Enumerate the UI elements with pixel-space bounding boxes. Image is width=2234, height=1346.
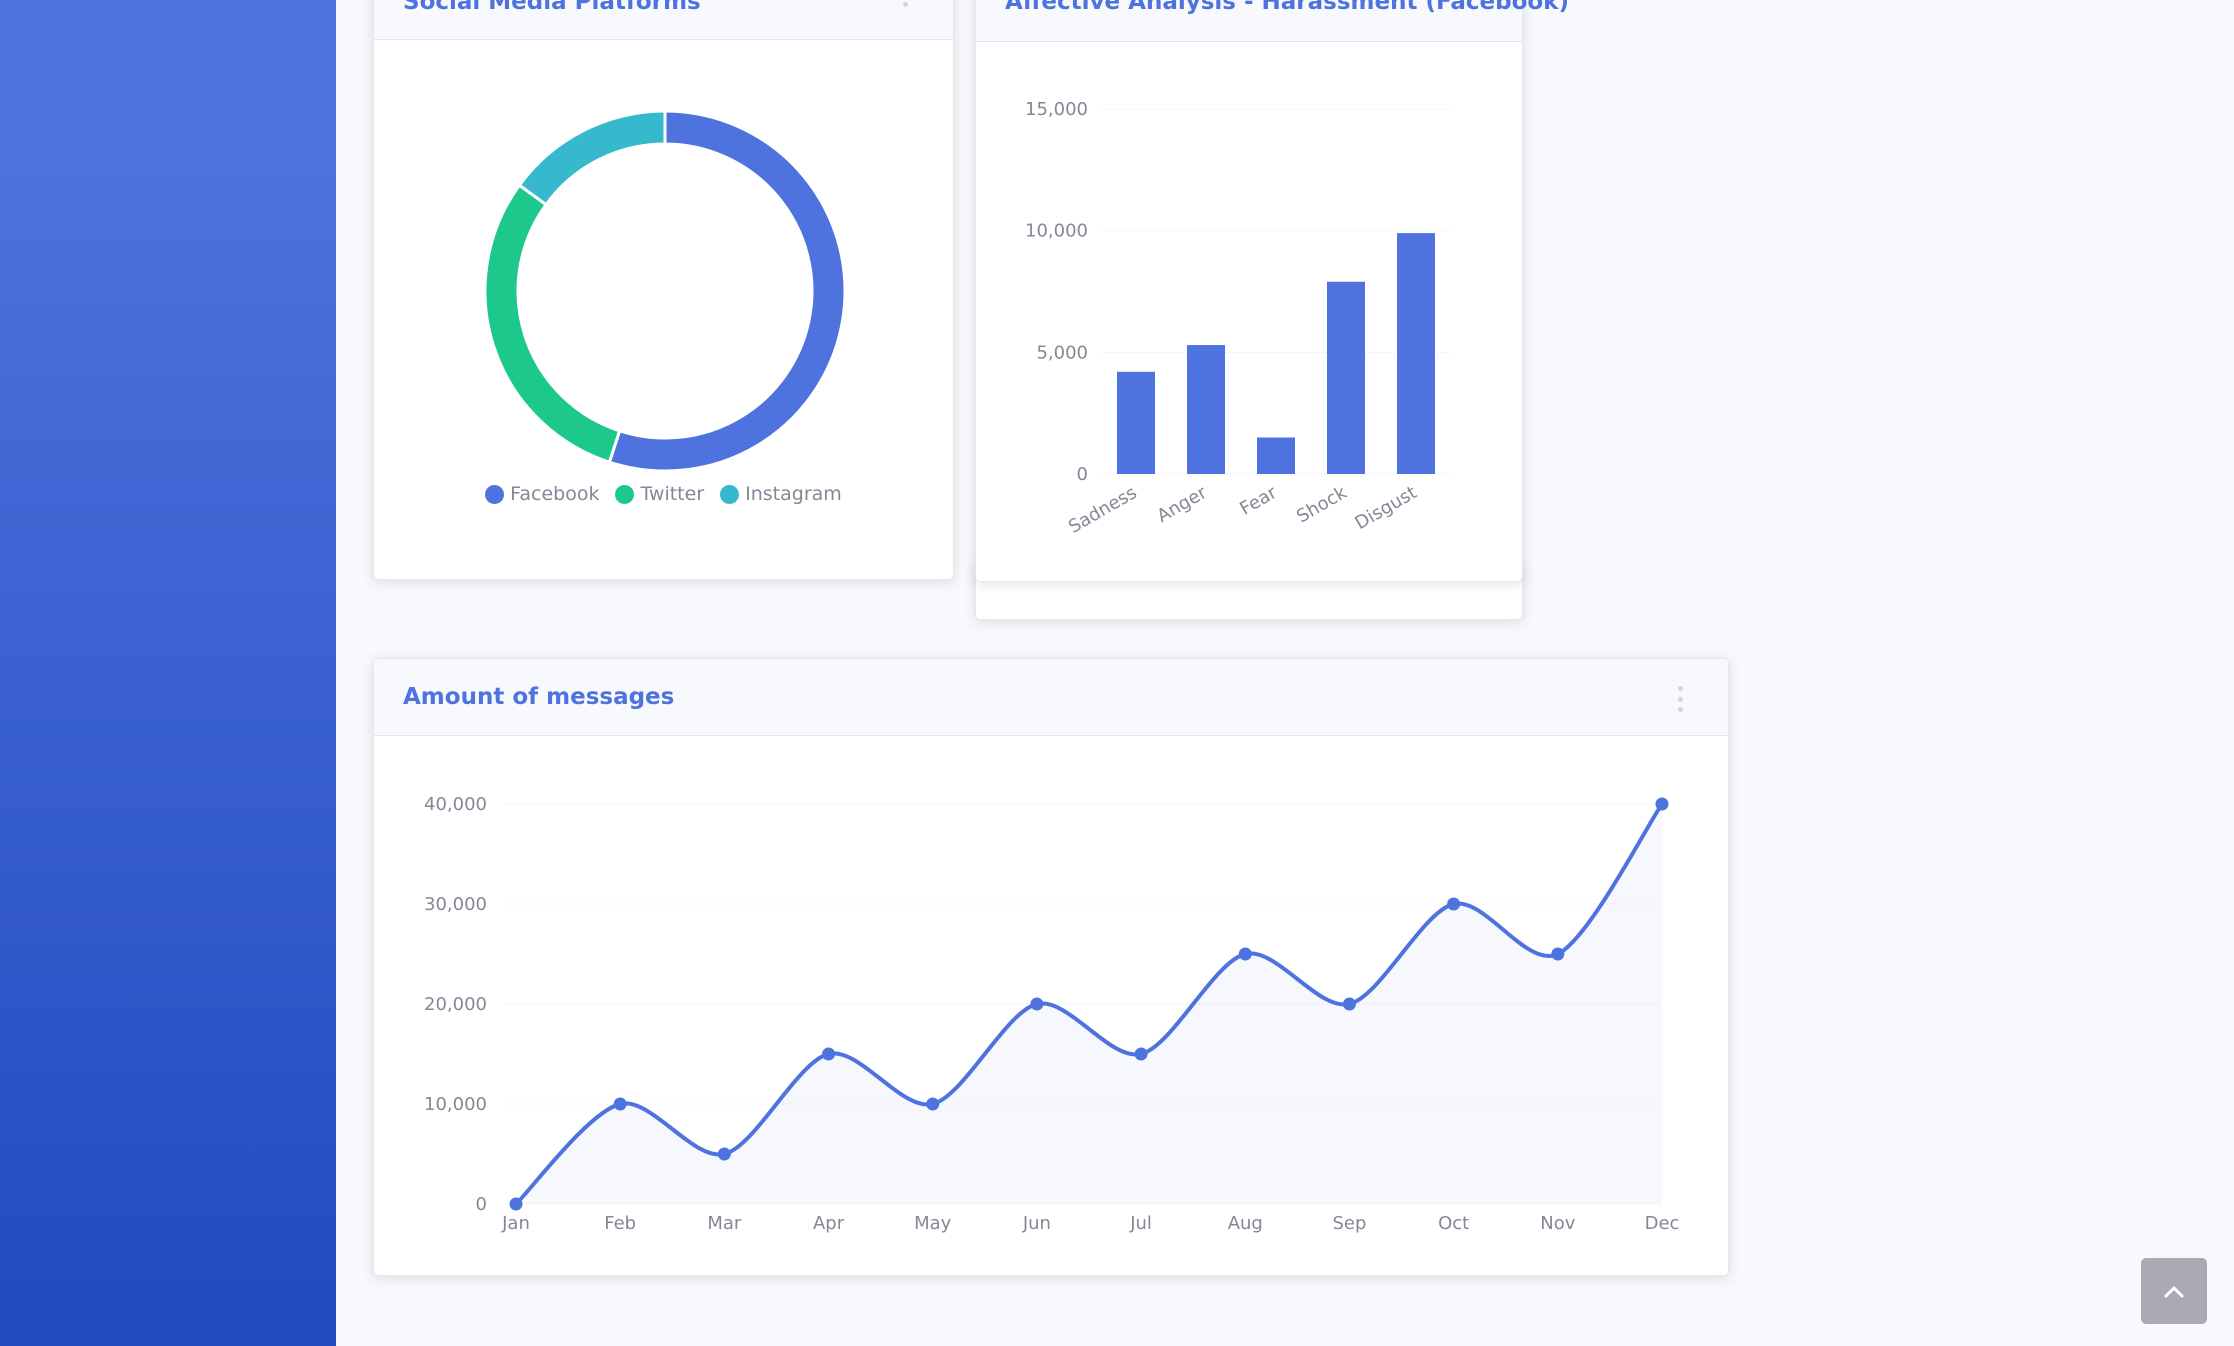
legend-swatch-facebook (485, 484, 505, 504)
line-x-tick-label: Feb (604, 1213, 636, 1234)
bar-x-tick-label: Fear (1236, 482, 1281, 520)
line-x-axis: Jan Feb Mar Apr May Jun Jul Aug Sep Oct Nov Dec (501, 1213, 1679, 1234)
messages-card: Amount of messages 0 10,000 20,000 30,000 40… (373, 658, 1729, 1276)
bar-sadness[interactable] (1117, 371, 1155, 474)
line-x-tick-label: Jun (1022, 1213, 1051, 1234)
line-y-tick-label: 20,000 (424, 994, 487, 1015)
bar-y-tick-label: 10,000 (1025, 221, 1088, 242)
line-point-oct[interactable] (1447, 897, 1461, 911)
line-point-sep[interactable] (1342, 997, 1356, 1011)
line-point-apr[interactable] (822, 1047, 836, 1061)
line-x-tick-label: Oct (1438, 1213, 1469, 1234)
line-area-fill (516, 804, 1662, 1204)
line-point-may[interactable] (926, 1097, 940, 1111)
line-x-tick-label: Mar (707, 1213, 742, 1234)
line-point-jun[interactable] (1030, 997, 1044, 1011)
legend-item-facebook[interactable]: Facebook (485, 483, 599, 505)
ellipsis-vertical-icon[interactable] (1673, 686, 1687, 712)
legend-item-twitter[interactable]: Twitter (615, 483, 704, 505)
line-x-tick-label: Aug (1228, 1213, 1263, 1234)
messages-card-header: Amount of messages (374, 659, 1728, 736)
line-point-dec[interactable] (1655, 797, 1669, 811)
bar-series (1117, 233, 1435, 474)
line-x-tick-label: Jan (501, 1213, 530, 1234)
affective-card-header: Affective Analysis - Harassment (Faceboo… (976, 0, 1569, 42)
bar-x-tick-label: Shock (1293, 482, 1351, 528)
bar-x-tick-label: Disgust (1352, 482, 1421, 534)
messages-card-title: Amount of messages (403, 684, 675, 710)
bar-y-tick-label: 15,000 (1025, 99, 1088, 120)
affective-card: Affective Analysis - Harassment (Faceboo… (975, 0, 1569, 582)
line-y-tick-label: 0 (476, 1194, 487, 1215)
line-x-tick-label: Sep (1332, 1213, 1366, 1234)
angle-up-icon (2164, 1286, 2184, 1298)
platforms-legend: Facebook Twitter Instagram (374, 483, 953, 505)
line-point-nov[interactable] (1551, 947, 1565, 961)
sidebar (0, 0, 336, 1346)
line-y-tick-label: 40,000 (424, 794, 487, 815)
bar-fear[interactable] (1257, 437, 1295, 475)
ellipsis-vertical-icon[interactable] (898, 0, 912, 7)
affective-card-title: Affective Analysis - Harassment (Faceboo… (1005, 0, 1569, 15)
donut-slice-twitter[interactable] (483, 183, 622, 465)
line-point-aug[interactable] (1238, 947, 1252, 961)
line-y-axis: 0 10,000 20,000 30,000 40,000 (424, 794, 487, 1215)
line-grid (506, 803, 1662, 1205)
line-point-feb[interactable] (613, 1097, 627, 1111)
affective-bar-chart: 0 5,000 10,000 15,000 Sadness Anger Fear Shock… (1025, 99, 1451, 538)
platforms-card: Social Media Platforms Facebook Twitter … (373, 0, 954, 580)
legend-swatch-twitter (615, 484, 635, 504)
platforms-card-title: Social Media Platforms (403, 0, 701, 15)
bar-anger[interactable] (1187, 345, 1225, 474)
line-point-mar[interactable] (717, 1147, 731, 1161)
bar-x-tick-label: Anger (1154, 482, 1211, 527)
bar-x-tick-label: Sadness (1065, 482, 1141, 538)
line-x-tick-label: Dec (1645, 1213, 1680, 1234)
line-x-tick-label: Jul (1129, 1213, 1152, 1234)
bar-x-axis: Sadness Anger Fear Shock Disgust (1065, 482, 1421, 538)
donut-segments (483, 109, 847, 473)
bar-y-tick-label: 0 (1077, 464, 1088, 485)
scroll-to-top-button[interactable] (2141, 1258, 2207, 1324)
donut-slice-instagram[interactable] (517, 109, 667, 207)
messages-area-chart: 0 10,000 20,000 30,000 40,000 Jan Feb Mar Apr Ma… (424, 794, 1679, 1234)
bar-disgust[interactable] (1397, 233, 1435, 474)
line-x-tick-label: May (914, 1213, 952, 1234)
legend-label-instagram: Instagram (745, 483, 842, 505)
legend-label-facebook: Facebook (510, 483, 600, 505)
legend-swatch-instagram (720, 484, 740, 504)
line-y-tick-label: 10,000 (424, 1094, 487, 1115)
platforms-donut-chart (483, 109, 847, 473)
line-point-jul[interactable] (1134, 1047, 1148, 1061)
line-x-tick-label: Nov (1540, 1213, 1575, 1234)
bar-y-axis: 0 5,000 10,000 15,000 (1025, 99, 1088, 485)
bar-shock[interactable] (1327, 281, 1365, 474)
line-series (514, 802, 1664, 1206)
legend-item-instagram[interactable]: Instagram (720, 483, 842, 505)
donut-slice-facebook[interactable] (607, 109, 847, 473)
platforms-card-header: Social Media Platforms (374, 0, 953, 40)
line-points (509, 797, 1669, 1211)
line-y-tick-label: 30,000 (424, 894, 487, 915)
line-x-tick-label: Apr (813, 1213, 845, 1234)
legend-label-twitter: Twitter (640, 483, 705, 505)
bar-y-tick-label: 5,000 (1036, 342, 1088, 363)
line-point-jan[interactable] (509, 1197, 523, 1211)
